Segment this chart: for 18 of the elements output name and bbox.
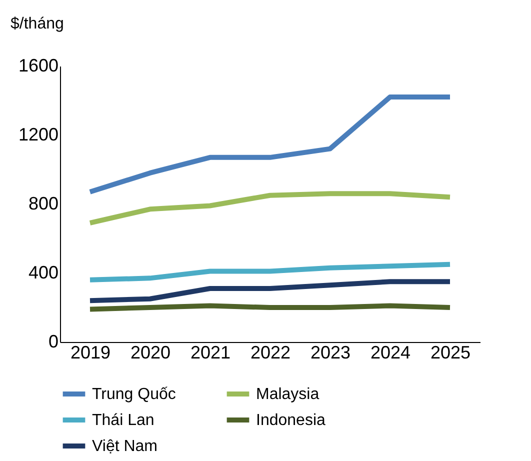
x-tick-label: 2022 [250,342,291,362]
y-tick-label: 1200 [18,124,58,144]
legend-label: Malaysia [256,386,320,403]
y-tick-label: 0 [48,332,58,352]
legend-label: Indonesia [256,412,326,429]
legend-label: Trung Quốc [92,386,176,403]
legend-label: Việt Nam [92,438,158,455]
y-tick-label: 800 [28,194,58,214]
y-tick-label: 400 [28,262,58,282]
y-axis-title: $/tháng [10,16,64,32]
x-tick-label: 2023 [310,342,351,362]
x-tick-label: 2024 [370,342,411,362]
x-tick-label: 2020 [130,342,171,362]
x-tick-label: 2025 [430,342,471,362]
x-tick-label: 2021 [190,342,231,362]
legend-label: Thái Lan [92,412,154,429]
y-tick-label: 1600 [18,56,58,76]
x-tick-label: 2019 [70,342,111,362]
